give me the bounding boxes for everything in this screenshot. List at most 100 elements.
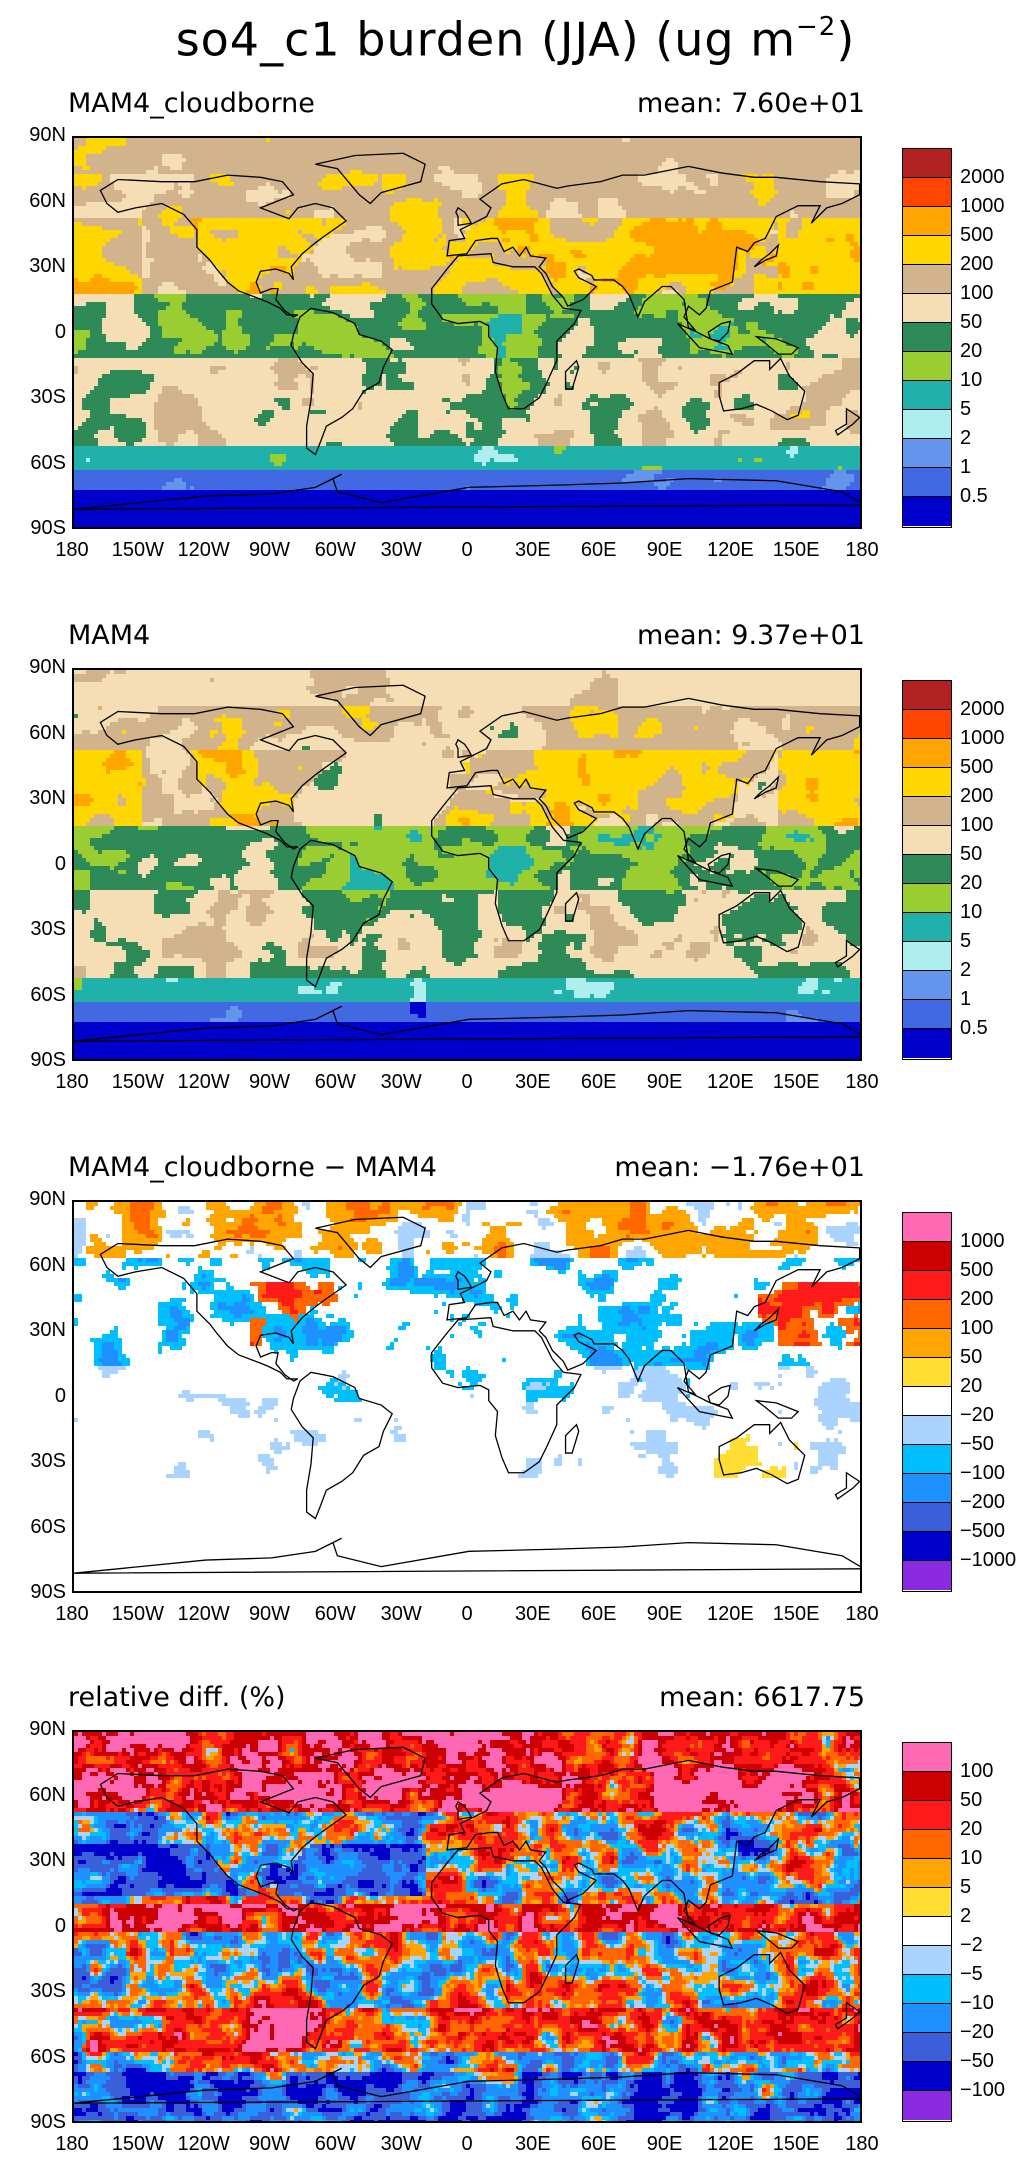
lon-tick-label: 150W: [103, 1603, 173, 1626]
lon-tick-label: 150W: [103, 2133, 173, 2156]
lon-tick-label: 120W: [169, 1071, 239, 1094]
colorbar-swatch: [903, 1213, 951, 1242]
page-title: so4_c1 burden (JJA) (ug m−2): [0, 0, 1031, 70]
lon-tick-label: 30W: [366, 2133, 436, 2156]
colorbar-swatch: [903, 1975, 951, 2004]
colorbar-swatch: [903, 1242, 951, 1271]
lat-tick-label: 90N: [6, 656, 66, 679]
colorbar-label: 2: [960, 427, 971, 450]
lon-tick-label: 150E: [761, 539, 831, 562]
colorbar-label: −20: [960, 1404, 994, 1427]
title-exponent: −2: [796, 12, 836, 42]
lon-tick-label: 180: [37, 2133, 107, 2156]
colorbar-swatch: [903, 2033, 951, 2062]
lon-tick-label: 60W: [300, 1603, 370, 1626]
lon-tick-label: 30E: [498, 2133, 568, 2156]
colorbar-swatch: [903, 942, 951, 971]
colorbar-label: 20: [960, 340, 982, 363]
colorbar-label: 5: [960, 398, 971, 421]
panel-relative-diff: relative diff. (%) mean: 6617.75 90N 60N 3…: [0, 1682, 1031, 2175]
colorbar-swatch: [903, 468, 951, 497]
contour-fill: [74, 670, 862, 1061]
colorbar-swatch: [903, 1300, 951, 1329]
colorbar-swatch: [903, 1503, 951, 1532]
colorbar-swatch: [903, 1801, 951, 1830]
colorbar-label: 20: [960, 1818, 982, 1841]
lat-tick-label: 90S: [6, 1049, 66, 1072]
colorbar-swatch: [903, 1029, 951, 1058]
map-svg: [74, 1202, 862, 1593]
colorbar-swatch: [903, 855, 951, 884]
colorbar-label: 5: [960, 1876, 971, 1899]
colorbar-label: −50: [960, 2050, 994, 2073]
panel-cloudborne: MAM4_cloudborne mean: 7.60e+01 90N 60N 30N…: [0, 88, 1031, 588]
colorbar-swatch: [903, 1561, 951, 1590]
lon-tick-label: 60E: [564, 539, 634, 562]
panel-difference: MAM4_cloudborne − MAM4 mean: −1.76e+01 9…: [0, 1152, 1031, 1652]
lat-tick-label: 0: [6, 321, 66, 344]
colorbar-label: 200: [960, 1288, 993, 1311]
lat-tick-label: 60S: [6, 2046, 66, 2069]
colorbar: [902, 680, 952, 1060]
lat-tick-label: 30S: [6, 1450, 66, 1473]
colorbar-swatch: [903, 1000, 951, 1029]
colorbar-swatch: [903, 1532, 951, 1561]
lat-tick-label: 60S: [6, 1516, 66, 1539]
lon-tick-label: 180: [827, 2133, 897, 2156]
colorbar-label: 100: [960, 814, 993, 837]
lon-tick-label: 90W: [235, 1603, 305, 1626]
lat-tick-label: 60N: [6, 1254, 66, 1277]
colorbar-label: 200: [960, 785, 993, 808]
panel-title: MAM4: [68, 620, 150, 651]
map-plot: [72, 136, 862, 529]
colorbar-swatch: [903, 178, 951, 207]
colorbar-label: −5: [960, 1963, 983, 1986]
contour-fill: [74, 138, 862, 529]
lon-tick-label: 90E: [630, 1071, 700, 1094]
lat-tick-label: 30S: [6, 918, 66, 941]
colorbar-label: 50: [960, 1346, 982, 1369]
colorbar-label: 2000: [960, 698, 1005, 721]
map-svg: [74, 1732, 862, 2123]
lon-tick-label: 90W: [235, 1071, 305, 1094]
lon-tick-label: 120E: [695, 1071, 765, 1094]
lon-tick-label: 120W: [169, 1603, 239, 1626]
lon-tick-label: 180: [37, 539, 107, 562]
lat-tick-label: 30N: [6, 255, 66, 278]
colorbar-swatch: [903, 884, 951, 913]
colorbar-label: 20: [960, 872, 982, 895]
panel-title: relative diff. (%): [68, 1682, 286, 1713]
colorbar-label: 50: [960, 311, 982, 334]
lat-tick-label: 60N: [6, 722, 66, 745]
panel-title: MAM4_cloudborne: [68, 88, 315, 119]
lon-tick-label: 150E: [761, 2133, 831, 2156]
lon-tick-label: 180: [37, 1603, 107, 1626]
colorbar-swatch: [903, 710, 951, 739]
colorbar-swatch: [903, 2062, 951, 2091]
lon-tick-label: 60W: [300, 539, 370, 562]
colorbar-swatch: [903, 681, 951, 710]
lon-tick-label: 120E: [695, 2133, 765, 2156]
panel-mean: mean: −1.76e+01: [614, 1152, 865, 1183]
colorbar: [902, 148, 952, 528]
map-plot: [72, 668, 862, 1061]
colorbar-swatch: [903, 381, 951, 410]
colorbar-swatch: [903, 497, 951, 526]
lon-tick-label: 30W: [366, 539, 436, 562]
colorbar-label: 1: [960, 456, 971, 479]
colorbar-swatch: [903, 1888, 951, 1917]
lon-tick-label: 120W: [169, 2133, 239, 2156]
colorbar-swatch: [903, 2091, 951, 2120]
colorbar-label: 500: [960, 756, 993, 779]
lon-tick-label: 0: [432, 1071, 502, 1094]
lat-tick-label: 60N: [6, 1784, 66, 1807]
colorbar-swatch: [903, 1387, 951, 1416]
colorbar-label: −50: [960, 1433, 994, 1456]
colorbar-label: 50: [960, 1789, 982, 1812]
colorbar: [902, 1212, 952, 1592]
colorbar-label: −2: [960, 1934, 983, 1957]
panel-mam4: MAM4 mean: 9.37e+01 90N 60N 30N 0 30S 60S 90S …: [0, 620, 1031, 1120]
colorbar: [902, 1742, 952, 2122]
lon-tick-label: 0: [432, 1603, 502, 1626]
lon-tick-label: 120W: [169, 539, 239, 562]
